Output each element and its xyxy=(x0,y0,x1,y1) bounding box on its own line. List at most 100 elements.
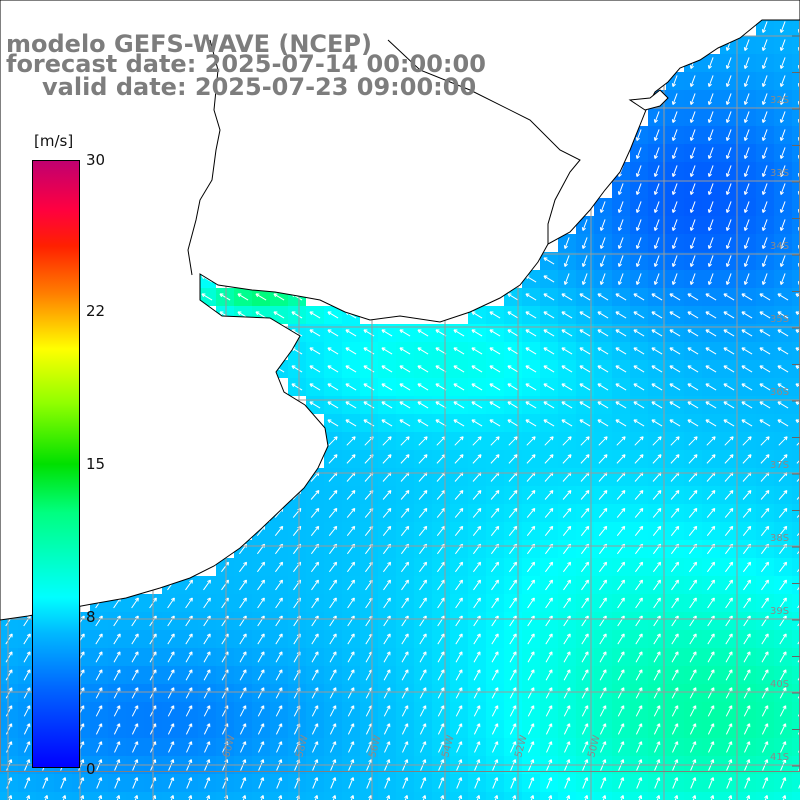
latitude-label: 34S xyxy=(770,241,789,252)
wind-arrow xyxy=(384,741,391,753)
wind-cell xyxy=(198,792,216,800)
wind-cell xyxy=(684,792,702,800)
wind-cell xyxy=(792,486,800,504)
wind-arrow xyxy=(328,507,338,518)
wind-arrow xyxy=(653,687,661,699)
wind-arrow xyxy=(62,795,67,800)
wind-arrow xyxy=(543,365,555,373)
wind-arrow xyxy=(507,419,519,427)
wind-arrow xyxy=(651,293,663,301)
wind-arrow xyxy=(167,723,175,735)
wind-arrow xyxy=(329,687,337,699)
wind-arrow xyxy=(507,383,519,391)
wind-arrow xyxy=(581,597,589,609)
wind-arrow xyxy=(185,687,193,699)
wind-arrow xyxy=(401,561,410,573)
wind-arrow xyxy=(473,561,482,573)
wind-arrow xyxy=(96,741,103,753)
wind-arrow xyxy=(741,419,753,427)
wind-arrow xyxy=(617,219,624,231)
wind-arrow xyxy=(382,525,392,537)
wind-arrow xyxy=(95,687,103,699)
wind-arrow xyxy=(437,597,445,609)
wind-arrow xyxy=(382,454,392,464)
wind-arrow xyxy=(761,183,768,195)
wind-arrow xyxy=(345,419,357,427)
wind-arrow xyxy=(579,401,591,409)
wind-arrow xyxy=(654,777,661,789)
wind-arrow xyxy=(743,633,751,645)
wind-arrow xyxy=(399,347,411,355)
wind-cell xyxy=(792,108,800,126)
wind-cell xyxy=(612,792,630,800)
colorbar-tick-label: 0 xyxy=(86,760,96,778)
wind-arrow xyxy=(599,579,607,591)
wind-arrow xyxy=(615,347,627,355)
wind-arrow xyxy=(761,129,768,141)
wind-arrow xyxy=(422,795,427,800)
wind-cell xyxy=(792,198,800,216)
wind-cell xyxy=(162,792,180,800)
wind-cell xyxy=(378,792,396,800)
wind-arrow xyxy=(489,419,501,427)
wind-cell xyxy=(792,738,800,756)
wind-arrow xyxy=(602,795,607,800)
wind-arrow xyxy=(491,669,499,681)
wind-arrow xyxy=(525,311,537,319)
wind-arrow xyxy=(508,436,518,446)
title-valid-date: valid date: 2025-07-23 09:00:00 xyxy=(42,73,477,101)
wind-arrow xyxy=(455,597,463,609)
wind-arrow xyxy=(724,507,734,518)
wind-arrow xyxy=(275,561,284,573)
wind-arrow xyxy=(710,795,715,800)
wind-arrow xyxy=(599,687,607,699)
wind-arrow xyxy=(707,219,714,231)
wind-arrow xyxy=(690,741,697,753)
wind-arrow xyxy=(707,57,714,69)
wind-arrow xyxy=(761,633,769,645)
wind-arrow xyxy=(725,237,732,249)
wind-cell xyxy=(792,324,800,342)
wind-arrow xyxy=(743,147,750,159)
wind-arrow xyxy=(507,311,519,319)
wind-arrow xyxy=(795,293,800,298)
wind-arrow xyxy=(597,329,609,337)
wind-arrow xyxy=(472,436,482,446)
wind-arrow xyxy=(724,436,734,446)
wind-arrow xyxy=(347,633,355,645)
wind-arrow xyxy=(44,795,49,800)
wind-arrow xyxy=(400,525,410,537)
wind-arrow xyxy=(489,347,501,355)
wind-arrow xyxy=(762,741,769,753)
wind-arrow xyxy=(507,347,519,355)
wind-arrow xyxy=(527,561,536,573)
wind-cell xyxy=(540,792,558,800)
wind-arrow xyxy=(472,525,482,537)
wind-arrow xyxy=(455,723,463,735)
wind-arrow xyxy=(275,705,283,717)
wind-arrow xyxy=(508,525,518,537)
wind-arrow xyxy=(490,507,500,518)
wind-arrow xyxy=(473,669,481,681)
wind-arrow xyxy=(636,777,643,789)
wind-arrow xyxy=(417,419,429,427)
wind-arrow xyxy=(597,383,609,391)
wind-arrow xyxy=(314,795,319,800)
wind-arrow xyxy=(95,633,103,645)
wind-cell xyxy=(396,792,414,800)
wind-cell xyxy=(792,414,800,432)
wind-arrow xyxy=(653,597,661,609)
wind-arrow xyxy=(723,347,735,355)
wind-arrow xyxy=(778,507,788,518)
wind-arrow xyxy=(779,93,786,105)
wind-arrow xyxy=(743,129,750,141)
wind-arrow xyxy=(543,293,555,301)
wind-arrow xyxy=(689,273,696,285)
wind-arrow xyxy=(777,329,789,337)
wind-arrow xyxy=(528,741,535,753)
wind-cell xyxy=(792,702,800,720)
wind-arrow xyxy=(726,777,733,789)
wind-arrow xyxy=(618,777,625,789)
wind-arrow xyxy=(671,579,679,591)
wind-cell xyxy=(306,792,324,800)
